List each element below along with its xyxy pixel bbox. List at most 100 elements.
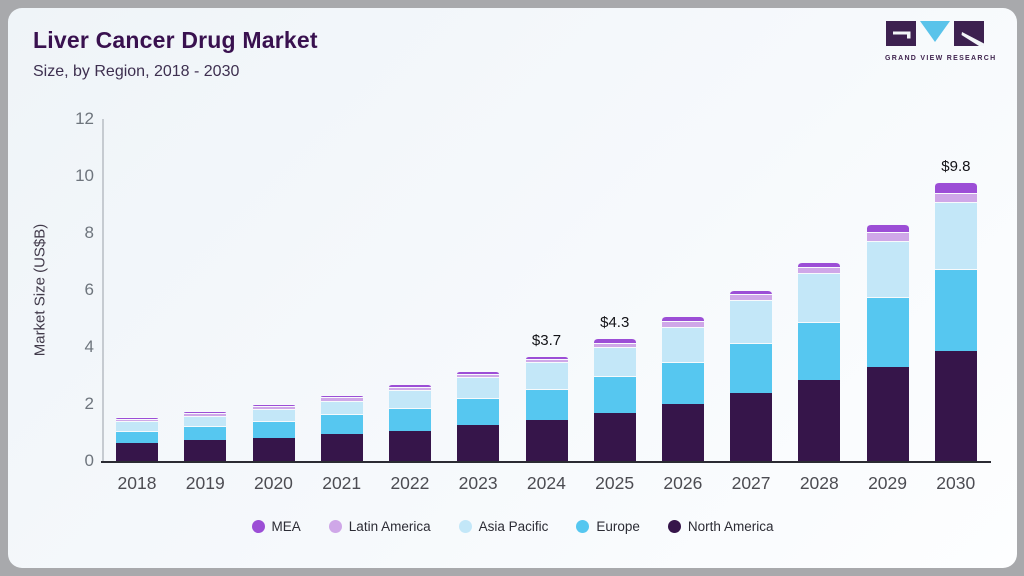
x-tick-label: 2023 bbox=[458, 473, 498, 493]
x-tick-label: 2018 bbox=[117, 473, 157, 493]
legend-item-north-america[interactable]: North America bbox=[667, 519, 774, 534]
bar-segment-mea[interactable] bbox=[661, 315, 704, 322]
bar-segment-asia-pacific[interactable] bbox=[116, 421, 159, 431]
bar-segment-europe[interactable] bbox=[798, 321, 841, 380]
bar-segment-north-america[interactable] bbox=[798, 379, 841, 461]
bar-segment-mea[interactable] bbox=[116, 416, 159, 419]
y-tick-label: 8 bbox=[84, 223, 94, 242]
legend-item-latin-america[interactable]: Latin America bbox=[328, 519, 431, 534]
legend-label: MEA bbox=[271, 519, 301, 534]
legend-dot-icon bbox=[328, 520, 342, 533]
bar-segment-latin-america[interactable] bbox=[593, 343, 636, 347]
bar-segment-north-america[interactable] bbox=[934, 351, 977, 461]
bar-segment-latin-america[interactable] bbox=[730, 294, 773, 300]
x-tick-label: 2022 bbox=[390, 473, 430, 493]
bar-segment-europe[interactable] bbox=[661, 361, 704, 404]
bar-segment-latin-america[interactable] bbox=[184, 412, 227, 416]
bar-segment-latin-america[interactable] bbox=[798, 267, 841, 273]
x-tick-label: 2020 bbox=[253, 473, 293, 493]
bar-segment-mea[interactable] bbox=[525, 355, 568, 359]
bar-segment-latin-america[interactable] bbox=[389, 386, 432, 391]
y-tick-label: 6 bbox=[84, 280, 94, 299]
chart-card: Liver Cancer Drug Market Size, by Region… bbox=[8, 8, 1017, 568]
bar-segment-asia-pacific[interactable] bbox=[525, 362, 568, 389]
page-subtitle: Size, by Region, 2018 - 2030 bbox=[33, 63, 240, 80]
bar-segment-north-america[interactable] bbox=[252, 438, 295, 461]
bar-segment-asia-pacific[interactable] bbox=[457, 376, 500, 399]
legend-item-europe[interactable]: Europe bbox=[576, 519, 640, 534]
x-tick-label: 2025 bbox=[595, 473, 635, 493]
bar-segment-mea[interactable] bbox=[934, 181, 977, 194]
legend-item-mea[interactable]: MEA bbox=[251, 519, 301, 534]
bar-segment-mea[interactable] bbox=[184, 411, 227, 413]
legend-label: Europe bbox=[596, 519, 640, 534]
bar-segment-latin-america[interactable] bbox=[525, 358, 568, 363]
bar-segment-mea[interactable] bbox=[866, 224, 909, 233]
bar-segment-europe[interactable] bbox=[116, 430, 159, 444]
bar-segment-latin-america[interactable] bbox=[320, 397, 363, 401]
bar-segment-latin-america[interactable] bbox=[116, 418, 159, 422]
bar-segment-asia-pacific[interactable] bbox=[934, 201, 977, 269]
bar-segment-europe[interactable] bbox=[320, 414, 363, 434]
bar-segment-mea[interactable] bbox=[389, 384, 432, 387]
bar-segment-europe[interactable] bbox=[593, 376, 636, 413]
bar-segment-europe[interactable] bbox=[252, 421, 295, 439]
bar-segment-north-america[interactable] bbox=[116, 443, 159, 461]
legend-dot-icon bbox=[667, 520, 681, 533]
bar-segment-mea[interactable] bbox=[730, 290, 773, 295]
bar-segment-north-america[interactable] bbox=[730, 392, 773, 461]
bar-segment-north-america[interactable] bbox=[184, 440, 227, 461]
y-tick-label: 2 bbox=[84, 394, 94, 413]
bar-segment-asia-pacific[interactable] bbox=[866, 240, 909, 298]
bar-segment-latin-america[interactable] bbox=[866, 232, 909, 241]
legend-label: North America bbox=[687, 519, 774, 534]
bar-segment-latin-america[interactable] bbox=[661, 321, 704, 328]
bar-segment-europe[interactable] bbox=[866, 297, 909, 367]
bar-segment-latin-america[interactable] bbox=[934, 193, 977, 202]
legend-label: Latin America bbox=[348, 519, 431, 534]
bar-segment-asia-pacific[interactable] bbox=[320, 400, 363, 414]
bar-total-label: $9.8 bbox=[941, 157, 971, 175]
bar-segment-latin-america[interactable] bbox=[252, 405, 295, 409]
bar-segment-mea[interactable] bbox=[593, 338, 636, 344]
x-tick-label: 2029 bbox=[868, 473, 907, 493]
bar-segment-europe[interactable] bbox=[934, 268, 977, 352]
legend-dot-icon bbox=[576, 520, 590, 533]
bar-segment-asia-pacific[interactable] bbox=[389, 390, 432, 408]
bar-segment-europe[interactable] bbox=[457, 398, 500, 426]
bar-segment-asia-pacific[interactable] bbox=[730, 299, 773, 343]
bar-segment-mea[interactable] bbox=[320, 395, 363, 398]
bar-segment-asia-pacific[interactable] bbox=[593, 347, 636, 377]
bar-segment-north-america[interactable] bbox=[525, 419, 568, 461]
bar-segment-asia-pacific[interactable] bbox=[798, 272, 841, 322]
bar-segment-europe[interactable] bbox=[730, 342, 773, 393]
bar-segment-europe[interactable] bbox=[184, 426, 227, 441]
bar-segment-north-america[interactable] bbox=[661, 404, 704, 461]
bar-segment-europe[interactable] bbox=[389, 407, 432, 431]
bar-segment-latin-america[interactable] bbox=[457, 374, 500, 377]
plot-area: Market Size (US$B) 0 2 4 6 8 10 12 2018 2019 2020… bbox=[32, 109, 991, 493]
bar-segment-north-america[interactable] bbox=[457, 425, 500, 461]
y-tick-label: 0 bbox=[84, 451, 94, 470]
bar-segment-north-america[interactable] bbox=[866, 366, 909, 461]
bar-segment-mea[interactable] bbox=[252, 404, 295, 406]
x-tick-label: 2028 bbox=[799, 473, 839, 493]
page-title: Liver Cancer Drug Market bbox=[33, 27, 318, 53]
legend-label: Asia Pacific bbox=[478, 519, 549, 534]
x-tick-label: 2024 bbox=[526, 473, 566, 493]
bar-segment-north-america[interactable] bbox=[389, 430, 432, 461]
bar-segment-north-america[interactable] bbox=[593, 412, 636, 461]
bar-segment-asia-pacific[interactable] bbox=[661, 327, 704, 362]
bar-segment-asia-pacific[interactable] bbox=[252, 408, 295, 422]
bar-segment-asia-pacific[interactable] bbox=[184, 415, 227, 427]
x-tick-label: 2019 bbox=[185, 473, 225, 493]
y-axis-line bbox=[102, 119, 104, 461]
bar-segment-mea[interactable] bbox=[798, 261, 841, 268]
bar-total-label: $3.7 bbox=[531, 331, 562, 349]
chart-legend: MEA Latin America Asia Pacific Europe North … bbox=[8, 519, 1017, 534]
bar-segment-north-america[interactable] bbox=[320, 433, 363, 461]
legend-item-asia-pacific[interactable]: Asia Pacific bbox=[458, 519, 549, 534]
bar-segment-europe[interactable] bbox=[525, 388, 568, 420]
bar-segment-mea[interactable] bbox=[457, 371, 500, 375]
